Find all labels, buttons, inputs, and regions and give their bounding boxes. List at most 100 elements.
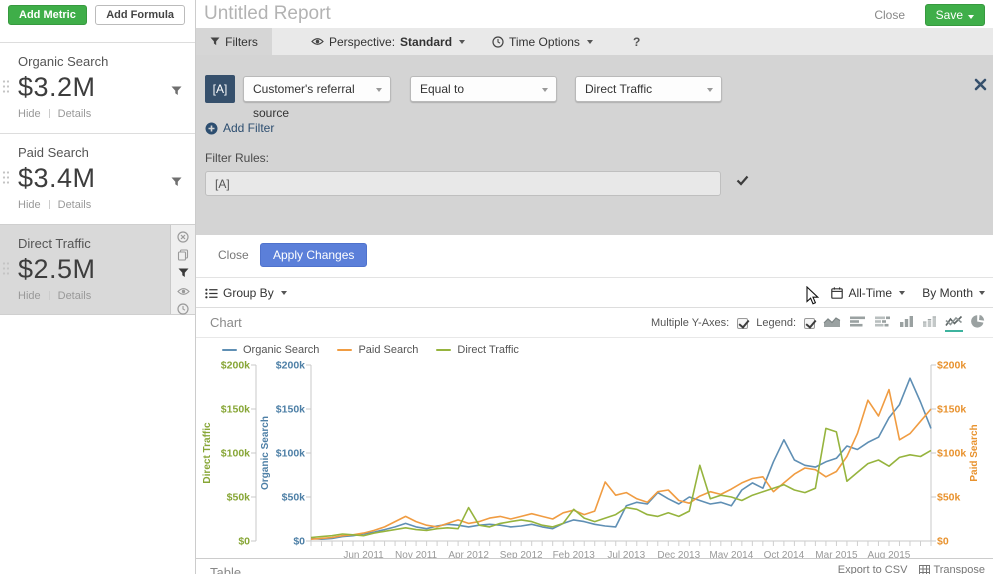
tab-perspective[interactable]: Perspective: Standard [311, 28, 466, 55]
metric-hide-link[interactable]: Hide [18, 108, 41, 120]
svg-text:$150k: $150k [221, 404, 250, 416]
multiple-y-axes-checkbox[interactable] [737, 317, 749, 329]
filter-metric-icon[interactable] [178, 267, 189, 279]
metric-card-paid-search[interactable]: Paid Search $3.4M Hide Details [0, 133, 195, 224]
svg-text:$50k: $50k [227, 492, 251, 504]
metric-name: Organic Search [18, 54, 109, 69]
divider [48, 109, 50, 118]
granularity-label: By Month [922, 286, 973, 300]
export-csv-link[interactable]: Export to CSV [837, 564, 908, 574]
caret-down-icon [586, 39, 593, 44]
metric-details-link[interactable]: Details [57, 199, 92, 211]
legend-item[interactable]: Direct Traffic [436, 344, 519, 356]
close-report-button[interactable]: Close [874, 8, 905, 22]
caret-down-icon [376, 88, 382, 92]
stacked-bar-horizontal-icon[interactable] [849, 315, 866, 332]
legend-label: Organic Search [243, 344, 320, 356]
funnel-icon[interactable] [171, 85, 182, 99]
clock-icon [492, 35, 504, 48]
drag-handle-icon[interactable] [2, 170, 9, 186]
svg-text:$0: $0 [293, 536, 305, 548]
chart-legend: Organic Search Paid Search Direct Traffi… [222, 344, 519, 356]
caret-down-icon [968, 15, 974, 19]
legend-item[interactable]: Paid Search [337, 344, 418, 356]
save-button[interactable]: Save [924, 4, 985, 26]
area-chart-icon[interactable] [823, 315, 841, 332]
drag-handle-icon[interactable] [2, 261, 9, 277]
eye-icon[interactable] [176, 285, 190, 297]
chart-header-row: Chart Multiple Y-Axes: Legend: [196, 308, 993, 338]
svg-text:Mar 2015: Mar 2015 [815, 550, 858, 559]
remove-filter-icon[interactable] [974, 78, 987, 94]
table-section-header: Table Export to CSV Transpose [196, 558, 993, 574]
sidebar-toolbar: Add Metric Add Formula [0, 0, 195, 30]
filter-value-select[interactable]: Direct Traffic [575, 76, 722, 102]
add-filter-button[interactable]: Add Filter [205, 121, 274, 135]
svg-text:Jun 2011: Jun 2011 [343, 550, 384, 559]
transpose-label: Transpose [933, 564, 985, 574]
caret-down-icon [542, 88, 548, 92]
legend-checkbox[interactable] [804, 317, 815, 329]
metric-card-organic-search[interactable]: Organic Search $3.2M Hide Details [0, 42, 195, 133]
series-color-dash [222, 349, 237, 351]
help-button[interactable]: ? [633, 34, 641, 49]
metric-hide-link[interactable]: Hide [18, 290, 41, 302]
table-section-title: Table [210, 565, 242, 574]
line-chart-icon[interactable] [945, 315, 963, 332]
svg-text:$200k: $200k [937, 360, 966, 372]
filter-operator-select[interactable]: Equal to [410, 76, 557, 102]
group-by-dropdown[interactable]: Group By [205, 278, 287, 308]
time-range-dropdown[interactable]: All-Time [831, 278, 905, 308]
metric-value: $3.2M [18, 72, 96, 102]
close-filters-button[interactable]: Close [218, 248, 249, 262]
stacked-bar-vertical-icon[interactable] [922, 315, 937, 332]
caret-down-icon [459, 39, 466, 44]
calendar-icon [831, 287, 844, 299]
filter-field-select[interactable]: Customer's referral source [243, 76, 391, 120]
metric-hide-link[interactable]: Hide [18, 199, 41, 211]
legend-item[interactable]: Organic Search [222, 344, 319, 356]
bar-vertical-icon[interactable] [899, 315, 914, 332]
metric-links: Hide Details [18, 199, 195, 211]
history-clock-icon[interactable] [177, 303, 189, 315]
bar-horizontal-icon[interactable] [874, 315, 891, 332]
copy-metric-icon[interactable] [177, 249, 189, 261]
drag-handle-icon[interactable] [2, 79, 9, 95]
tab-filters-label: Filters [225, 34, 258, 49]
apply-changes-button[interactable]: Apply Changes [260, 243, 368, 267]
filter-value-value: Direct Traffic [585, 82, 653, 96]
svg-text:$200k: $200k [221, 360, 250, 372]
time-options-label: Time Options [509, 34, 580, 49]
filter-actions-row: Close Apply Changes [196, 235, 993, 278]
pie-chart-icon[interactable] [971, 314, 985, 332]
tab-filters[interactable]: Filters [196, 28, 272, 55]
add-formula-button[interactable]: Add Formula [95, 5, 186, 25]
chart-controls: Multiple Y-Axes: Legend: [651, 308, 985, 338]
svg-text:$0: $0 [238, 536, 250, 548]
granularity-dropdown[interactable]: By Month [922, 278, 985, 308]
add-metric-button[interactable]: Add Metric [8, 5, 87, 25]
funnel-icon [210, 37, 220, 46]
legend-toggle-label: Legend: [756, 317, 796, 329]
metric-details-link[interactable]: Details [57, 290, 92, 302]
multiple-y-axes-label: Multiple Y-Axes: [650, 317, 730, 329]
funnel-icon[interactable] [171, 176, 182, 190]
tab-time-options[interactable]: Time Options [492, 28, 593, 55]
save-button-label: Save [935, 8, 963, 22]
metric-details-link[interactable]: Details [57, 108, 92, 120]
plus-circle-icon [205, 122, 218, 134]
filter-rules-input[interactable] [205, 171, 721, 196]
svg-text:Organic Search: Organic Search [260, 416, 271, 490]
legend-label: Paid Search [358, 344, 419, 356]
metric-links: Hide Details [18, 290, 195, 302]
chart-section-title: Chart [210, 315, 242, 330]
caret-down-icon [280, 291, 287, 295]
remove-metric-icon[interactable] [177, 231, 189, 243]
metric-card-direct-traffic[interactable]: Direct Traffic $2.5M Hide Details [0, 224, 195, 315]
report-title[interactable]: Untitled Report [204, 3, 331, 24]
svg-text:Sep 2012: Sep 2012 [500, 550, 543, 559]
report-tabbar: Filters Perspective: Standard Time Optio… [196, 28, 993, 55]
svg-text:$150k: $150k [937, 404, 966, 416]
transpose-button[interactable]: Transpose [919, 564, 985, 574]
metric-name: Paid Search [18, 145, 89, 160]
